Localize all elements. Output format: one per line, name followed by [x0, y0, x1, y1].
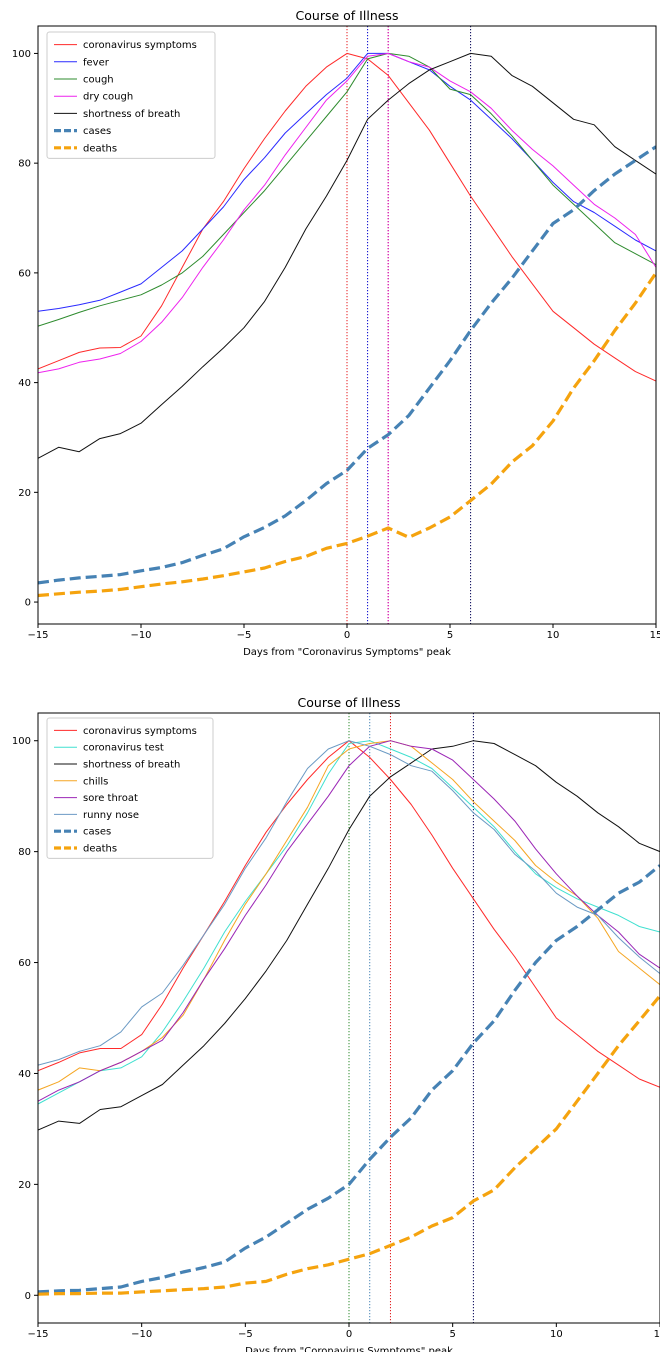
legend-box: [46, 717, 214, 859]
legend-label: runny nose: [83, 810, 139, 821]
legend: coronavirus symptoms coronavirus test shor…: [46, 717, 214, 859]
y-tick-label: 60: [18, 958, 31, 969]
x-tick-label: 5: [447, 630, 453, 641]
x-tick-label: −10: [131, 1329, 152, 1340]
series-line-shortness-of-breath: [38, 52, 656, 459]
series-line-deaths: [38, 271, 656, 598]
y-tick-label: 20: [18, 488, 31, 499]
chart-1: Course of Illness −15 −10 −5 0 5 10 15 0 20 40 60 80…: [12, 8, 660, 658]
y-tick-label: 100: [12, 49, 31, 60]
x-tick-label: −5: [238, 1329, 253, 1340]
legend-label: fever: [83, 57, 110, 68]
legend-label: shortness of breath: [83, 760, 180, 771]
series-line-cases: [38, 145, 656, 585]
legend-label: cases: [83, 126, 111, 137]
legend-label: chills: [83, 776, 108, 787]
series-line-runny-nose: [38, 740, 660, 1066]
y-tick-label: 0: [25, 1291, 31, 1302]
series-line-deaths: [38, 994, 660, 1296]
y-tick-label: 100: [12, 736, 31, 747]
x-tick-label: −10: [130, 630, 151, 641]
y-tick-label: 40: [18, 378, 31, 389]
x-axis-label: Days from "Coronavirus Symptoms" peak: [243, 647, 451, 658]
series-line-dry-cough: [38, 52, 656, 374]
x-tick-label: −5: [237, 630, 252, 641]
legend-label: deaths: [83, 143, 117, 154]
series-line-coronavirus-test: [38, 740, 660, 1105]
x-tick-label: 15: [654, 1329, 660, 1340]
legend-label: shortness of breath: [83, 109, 180, 120]
series-line-sore-throat: [38, 740, 660, 1102]
legend-label: dry cough: [83, 92, 133, 103]
x-tick-label: 15: [650, 630, 660, 641]
x-tick-label: 10: [547, 630, 560, 641]
x-tick-label: 0: [344, 630, 350, 641]
legend-label: coronavirus symptoms: [83, 40, 197, 51]
plot-area: [38, 52, 656, 598]
series-line-fever: [38, 52, 656, 312]
legend-box: [46, 31, 216, 159]
y-tick-label: 60: [18, 268, 31, 279]
series-line-cough: [38, 52, 656, 327]
x-axis-label: Days from "Coronavirus Symptoms" peak: [245, 1346, 453, 1352]
legend-label: cough: [83, 75, 114, 86]
y-tick-label: 0: [25, 598, 31, 609]
chart-title: Course of Illness: [296, 8, 399, 23]
series-line-shortness-of-breath: [38, 740, 660, 1131]
x-tick-label: −15: [27, 1329, 48, 1340]
x-tick-label: 10: [550, 1329, 563, 1340]
legend-label: coronavirus test: [83, 743, 164, 754]
series-line-coronavirus-symptoms: [38, 52, 656, 382]
legend-label: sore throat: [83, 793, 138, 804]
legend: coronavirus symptoms fever cough dry cough s…: [46, 31, 216, 159]
chart-2: Course of Illness −15 −10 −5 0 5 10 15 0 20 40 60 80…: [12, 695, 660, 1352]
chart-title: Course of Illness: [298, 695, 401, 710]
legend-label: deaths: [83, 844, 117, 855]
y-tick-label: 80: [18, 847, 31, 858]
series-line-cases: [38, 864, 660, 1294]
y-tick-label: 80: [18, 159, 31, 170]
y-tick-label: 20: [18, 1180, 31, 1191]
y-tick-label: 40: [18, 1069, 31, 1080]
x-tick-label: 0: [346, 1329, 352, 1340]
x-tick-label: −15: [27, 630, 48, 641]
plot-area: [38, 740, 660, 1296]
legend-label: coronavirus symptoms: [83, 726, 197, 737]
x-tick-label: 5: [449, 1329, 455, 1340]
legend-label: cases: [83, 827, 111, 838]
